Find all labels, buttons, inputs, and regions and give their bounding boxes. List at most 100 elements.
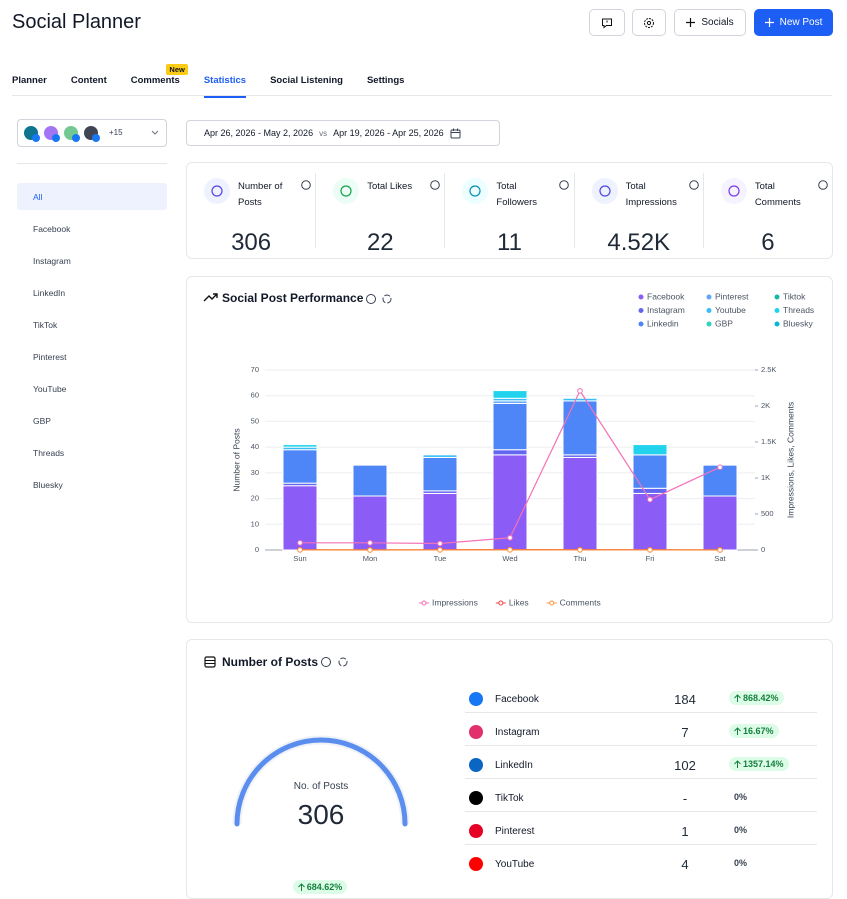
change-text: 0% (734, 792, 747, 802)
icon-bg (592, 178, 618, 204)
legend-label: Threads (783, 305, 814, 315)
chart: Social Post Performance Number of Posts … (187, 277, 832, 622)
post-count: 102 (655, 758, 715, 773)
stat-icon (333, 178, 359, 204)
y-tick-label: 30 (251, 468, 259, 477)
arrow-path (735, 761, 741, 768)
x-tick-label: Mon (363, 554, 378, 563)
legend-label: Likes (509, 597, 529, 607)
change-badge: 0% (729, 823, 752, 837)
y2-tick-label: 2.5K (761, 365, 776, 374)
sidebar-item[interactable]: Threads (17, 439, 167, 466)
gauge-label: No. of Posts (271, 781, 371, 792)
info-circle (302, 181, 311, 190)
line-point (648, 497, 653, 502)
icon (686, 18, 695, 27)
stat-label: Total Comments (755, 179, 817, 211)
gauge-value: 306 (271, 799, 371, 831)
new-post-button[interactable]: New Post (754, 9, 833, 36)
info-icon (430, 180, 440, 190)
tab-label: Content (71, 75, 107, 86)
sidebar-item[interactable]: Bluesky (17, 471, 167, 498)
legend-swatch-point (422, 601, 426, 605)
info-icon (301, 180, 311, 190)
sidebar-item[interactable]: GBP (17, 407, 167, 434)
icon-bg (204, 178, 230, 204)
y2-tick-label: 1K (761, 473, 770, 482)
post-count: 184 (655, 692, 715, 707)
sidebar-item[interactable]: All (17, 183, 167, 210)
sidebar-item[interactable]: YouTube (17, 375, 167, 402)
sidebar-item[interactable]: TikTok (17, 311, 167, 338)
info-circle (819, 181, 828, 190)
change-text: 684.62% (307, 882, 343, 892)
sidebar-item[interactable]: LinkedIn (17, 279, 167, 306)
y-tick-label: 70 (251, 365, 259, 374)
line-point (508, 535, 513, 540)
bar-segment (493, 391, 527, 399)
y2-tick-label: 0 (761, 545, 765, 554)
gauge-change-wrap: 684.62% (287, 878, 353, 896)
platform-icon (469, 857, 483, 871)
page-title: Social Planner (12, 11, 141, 34)
legend-swatch (639, 295, 644, 300)
x-tick-label: Wed (502, 554, 517, 563)
platform-name: TikTok (495, 793, 524, 804)
arrow-path (735, 728, 741, 735)
divider (12, 95, 832, 96)
line-point (578, 389, 583, 394)
line-point (718, 465, 723, 470)
y-axis-title: Number of Posts (231, 428, 241, 491)
line-point (298, 548, 303, 553)
socials-button[interactable]: Socials (674, 9, 746, 36)
platform-name: LinkedIn (495, 760, 533, 771)
chart-card: Social Post Performance Number of Posts … (186, 276, 833, 623)
legend-label: Instagram (647, 305, 685, 315)
feedback-button[interactable] (589, 9, 625, 36)
y2-axis-title: Impressions, Likes, Comments (785, 402, 795, 518)
stat-label: Total Likes (367, 179, 429, 195)
change-text: 16.67% (743, 726, 774, 736)
legend-swatch-point (499, 601, 503, 605)
previous-range: Apr 19, 2026 - Apr 25, 2026 (333, 128, 444, 138)
icon-bg (721, 178, 747, 204)
gauge-change: 684.62% (293, 880, 348, 894)
stat-value: 22 (316, 229, 444, 257)
change-text: 0% (734, 858, 747, 868)
legend-swatch (775, 295, 780, 300)
post-count: 7 (655, 725, 715, 740)
change-badge: 0% (729, 856, 752, 870)
bar-segment (563, 398, 597, 401)
icon-shape (469, 857, 483, 871)
date-range-picker[interactable]: Apr 26, 2026 - May 2, 2026 vs Apr 19, 20… (186, 120, 500, 146)
line-point (508, 548, 513, 553)
icon-shape (469, 725, 483, 739)
y-tick-label: 40 (251, 442, 259, 451)
legend-label: Facebook (647, 291, 685, 301)
tab-label: Social Listening (270, 75, 343, 86)
sidebar-item[interactable]: Pinterest (17, 343, 167, 370)
legend-swatch-point (550, 601, 554, 605)
x-tick-label: Tue (434, 554, 447, 563)
settings-button[interactable] (632, 9, 666, 36)
icon (643, 17, 655, 29)
icon (601, 17, 613, 29)
sidebar-item[interactable]: Instagram (17, 247, 167, 274)
legend-label: Youtube (715, 305, 746, 315)
sidebar-item[interactable]: Facebook (17, 215, 167, 242)
info-icon (818, 180, 828, 190)
stat-value: 11 (445, 229, 573, 257)
account-selector[interactable]: +15 (17, 119, 167, 147)
legend-swatch (707, 322, 712, 327)
bar-segment (493, 403, 527, 449)
change-text: 1357.14% (743, 759, 784, 769)
x-tick-label: Thu (574, 554, 587, 563)
bar-segment (283, 445, 317, 448)
